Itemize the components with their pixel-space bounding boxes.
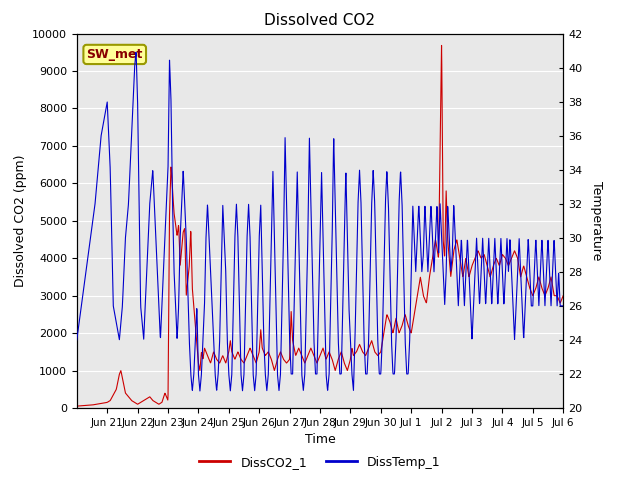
Legend: DissCO2_1, DissTemp_1: DissCO2_1, DissTemp_1 xyxy=(194,451,446,474)
Y-axis label: Temperature: Temperature xyxy=(590,181,603,261)
Y-axis label: Dissolved CO2 (ppm): Dissolved CO2 (ppm) xyxy=(13,155,26,287)
X-axis label: Time: Time xyxy=(305,433,335,446)
Title: Dissolved CO2: Dissolved CO2 xyxy=(264,13,376,28)
Text: SW_met: SW_met xyxy=(86,48,143,61)
